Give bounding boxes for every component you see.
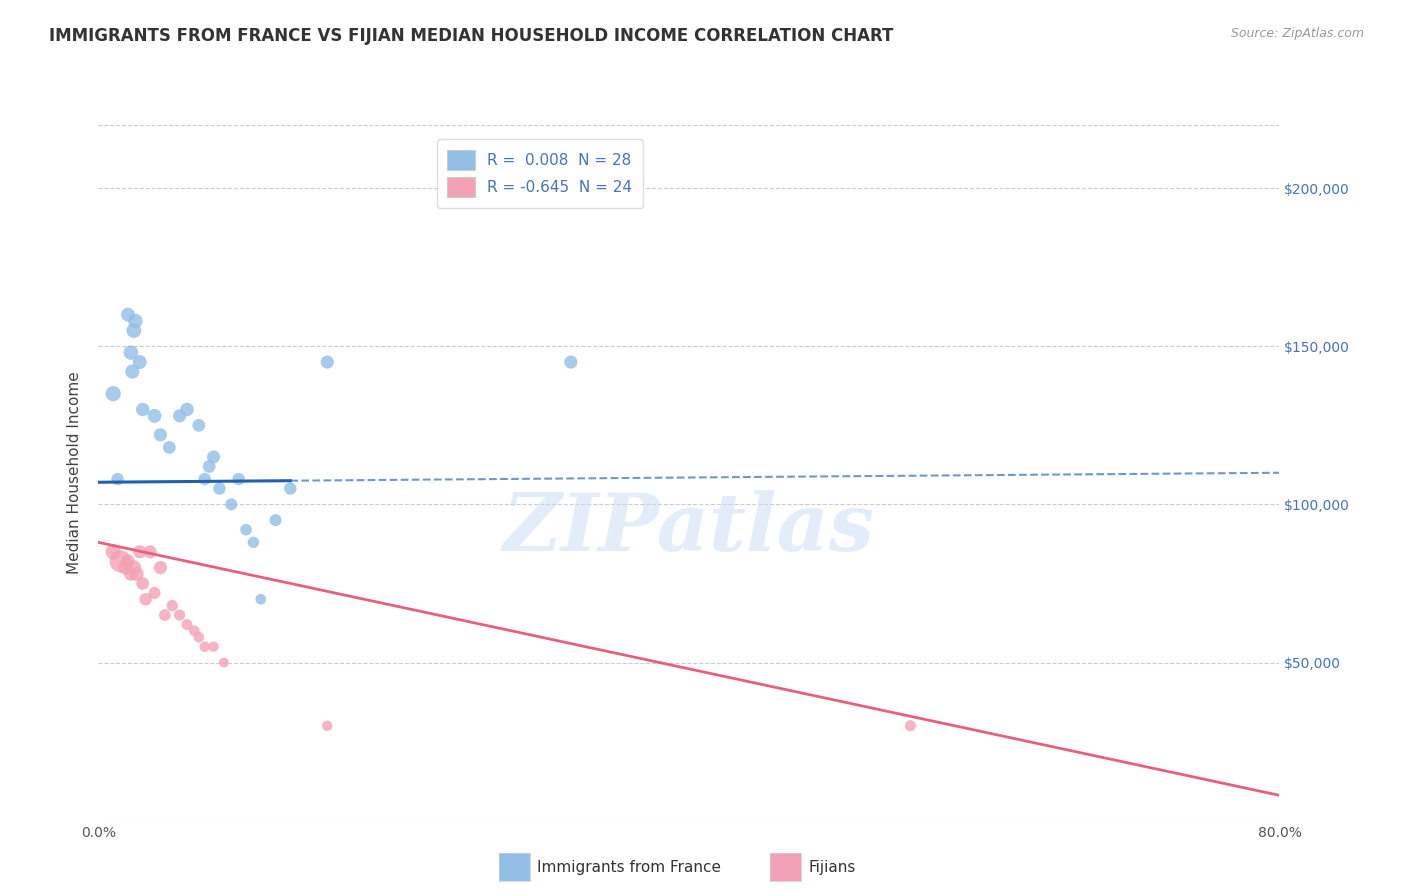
Point — [139, 545, 162, 559]
Point — [235, 523, 257, 537]
Legend: R =  0.008  N = 28, R = -0.645  N = 24: R = 0.008 N = 28, R = -0.645 N = 24 — [437, 139, 643, 208]
Point — [176, 402, 198, 417]
Point — [202, 640, 225, 654]
Point — [169, 409, 191, 423]
Text: ZIPatlas: ZIPatlas — [503, 490, 875, 567]
Text: Source: ZipAtlas.com: Source: ZipAtlas.com — [1230, 27, 1364, 40]
Point — [316, 719, 339, 733]
Point — [143, 409, 166, 423]
Point — [132, 576, 155, 591]
Point — [117, 308, 139, 322]
Point — [250, 592, 273, 607]
Point — [122, 323, 145, 337]
Point — [169, 608, 191, 623]
Point — [219, 497, 242, 511]
Point — [212, 656, 235, 670]
Point — [208, 482, 231, 496]
Point — [120, 345, 142, 359]
Point — [117, 554, 139, 568]
Point — [278, 482, 302, 496]
Point — [120, 566, 142, 581]
Point — [107, 472, 129, 486]
Point — [157, 441, 180, 455]
Y-axis label: Median Household Income: Median Household Income — [67, 371, 83, 574]
Point — [560, 355, 582, 369]
Point — [103, 545, 125, 559]
Point — [316, 355, 339, 369]
Point — [122, 560, 145, 574]
Point — [900, 719, 922, 733]
Point — [114, 560, 136, 574]
Point — [124, 314, 146, 328]
Point — [153, 608, 176, 623]
Text: IMMIGRANTS FROM FRANCE VS FIJIAN MEDIAN HOUSEHOLD INCOME CORRELATION CHART: IMMIGRANTS FROM FRANCE VS FIJIAN MEDIAN … — [49, 27, 894, 45]
Point — [103, 386, 125, 401]
Point — [202, 450, 225, 464]
Point — [228, 472, 250, 486]
Point — [135, 592, 157, 607]
Point — [125, 566, 148, 581]
Point — [128, 355, 150, 369]
Point — [162, 599, 183, 613]
Point — [149, 427, 172, 442]
Text: Fijians: Fijians — [808, 860, 856, 874]
Point — [176, 617, 198, 632]
Point — [132, 402, 155, 417]
Text: Immigrants from France: Immigrants from France — [537, 860, 721, 874]
Point — [149, 560, 172, 574]
Point — [121, 365, 143, 379]
Point — [143, 586, 166, 600]
Point — [183, 624, 205, 638]
Point — [110, 554, 132, 568]
Point — [128, 545, 150, 559]
Point — [187, 418, 209, 433]
Point — [194, 640, 217, 654]
Point — [198, 459, 221, 474]
Point — [194, 472, 217, 486]
Point — [264, 513, 287, 527]
Point — [242, 535, 264, 549]
Point — [187, 630, 209, 644]
